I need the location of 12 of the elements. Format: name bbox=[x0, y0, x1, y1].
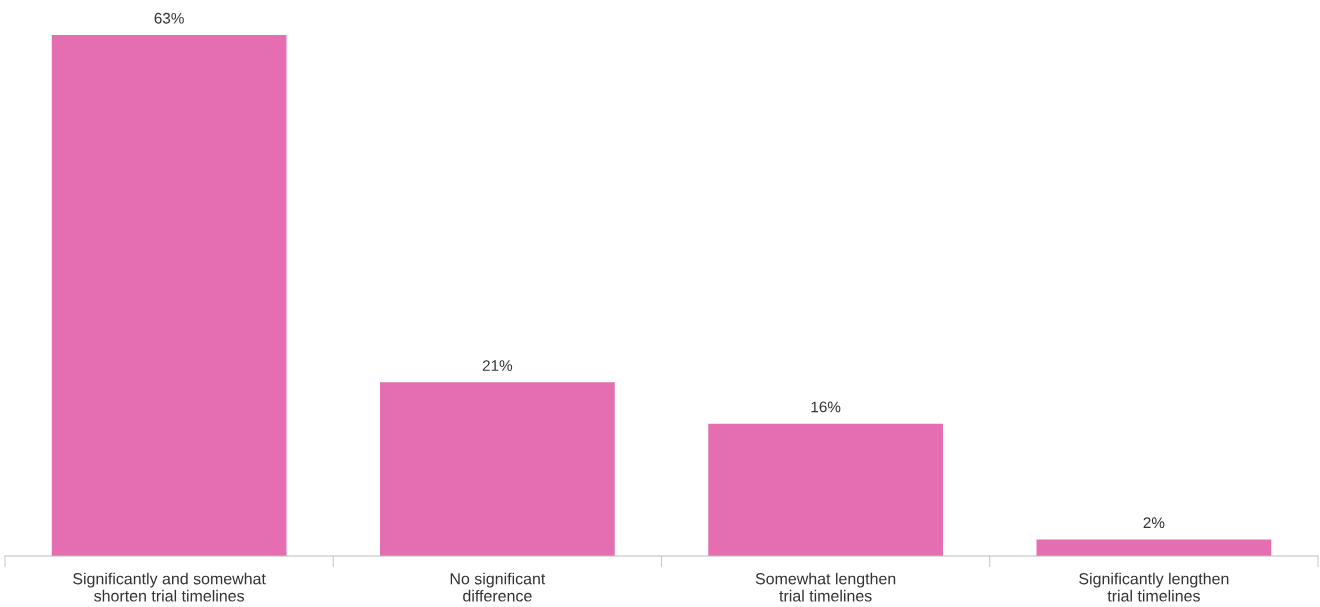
data-label: 2% bbox=[1143, 517, 1165, 529]
data-label: 21% bbox=[482, 360, 513, 371]
bar bbox=[1036, 539, 1272, 556]
bar bbox=[708, 423, 943, 556]
bar bbox=[380, 382, 615, 556]
x-tick-label: Somewhat lengthen trial timelines bbox=[755, 572, 896, 602]
x-tick-label: Significantly lengthen trial timelines bbox=[1079, 572, 1229, 602]
data-label: 16% bbox=[811, 401, 841, 413]
bar bbox=[51, 35, 287, 556]
x-tick-label: No significant difference bbox=[450, 572, 546, 602]
data-label: 63% bbox=[154, 12, 184, 24]
x-tick-label: Significantly and somewhat shorten trial timelines bbox=[73, 572, 266, 602]
